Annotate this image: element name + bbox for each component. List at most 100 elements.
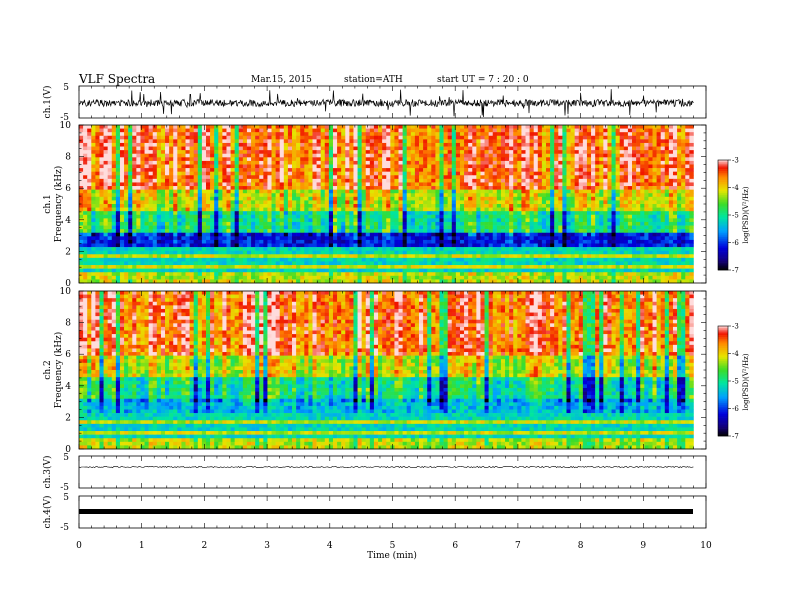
spectrogram-cell [214, 171, 219, 176]
spectrogram-cell [603, 160, 608, 165]
spectrogram-cell [292, 218, 297, 223]
spectrogram-cell [533, 221, 539, 226]
spectrogram-cell [177, 214, 182, 219]
spectrogram-cell [324, 150, 330, 155]
spectrogram-cell [582, 232, 588, 237]
spectrogram-cell [345, 200, 350, 205]
spectrogram-cell [574, 171, 580, 176]
spectrogram-cell [644, 157, 649, 162]
spectrogram-cell [484, 178, 489, 183]
spectrogram-cell [517, 207, 522, 212]
spectrogram-cell [476, 171, 481, 176]
spectrogram-cell [296, 160, 301, 165]
spectrogram-cell [398, 135, 403, 140]
spectrogram-cell [320, 232, 326, 237]
spectrogram-cell [345, 146, 350, 151]
spectrogram-cell [574, 153, 580, 158]
spectrogram-cell [394, 218, 399, 223]
spectrogram-cell [447, 239, 453, 244]
spectrogram-cell [390, 189, 395, 194]
spectrogram-cell [541, 142, 547, 147]
spectrogram-cell [140, 207, 145, 212]
spectrogram-cell [91, 225, 96, 230]
spectrogram-cell [341, 189, 346, 194]
spectrogram-cell [99, 153, 104, 158]
spectrogram-cell [361, 153, 367, 158]
spectrogram-cell [414, 139, 420, 144]
spectrogram-cell [181, 200, 186, 205]
spectrogram-cell [664, 132, 670, 137]
spectrogram-cell [369, 160, 375, 165]
spectrogram-cell [464, 142, 469, 147]
spectrogram-cell [500, 135, 506, 140]
spectrogram-cell [562, 160, 567, 165]
spectrogram-cell [451, 132, 457, 137]
spectrogram-cell [242, 178, 248, 183]
spectrogram-cell [332, 182, 338, 187]
spectrogram-cell [541, 225, 547, 230]
spectrogram-cell [95, 182, 100, 187]
spectrogram-cell [685, 204, 690, 208]
spectrogram-cell [447, 160, 453, 165]
spectrogram-cell [578, 153, 584, 158]
spectrogram-cell [378, 193, 383, 198]
spectrogram-cell [332, 157, 338, 162]
spectrogram-cell [230, 239, 235, 244]
spectrogram-cell [521, 178, 526, 183]
spectrogram-cell [390, 207, 395, 212]
spectrogram-cell [251, 204, 256, 208]
spectrogram-cell [169, 168, 174, 172]
spectrogram-cell [259, 135, 264, 140]
spectrogram-cell [623, 204, 629, 208]
spectrogram-cell [308, 221, 313, 226]
spectrogram-cell [238, 189, 244, 194]
spectrogram-cell [128, 186, 133, 190]
spectrogram-cell [271, 211, 276, 216]
spectrogram-cell [193, 175, 199, 180]
spectrogram-cell [312, 182, 317, 187]
spectrogram-cell [648, 175, 653, 180]
spectrogram-cell [230, 132, 235, 137]
spectrogram-cell [627, 157, 633, 162]
spectrogram-cell [591, 204, 596, 208]
spectrogram-cell [165, 164, 170, 169]
spectrogram-cell [468, 153, 473, 158]
spectrogram-cell [279, 229, 285, 234]
spectrogram-cell [210, 132, 215, 137]
spectrogram-cell [656, 125, 661, 129]
spectrogram-cell [455, 211, 461, 216]
spectrogram-cell [689, 232, 694, 237]
spectrogram-cell [201, 218, 207, 223]
spectrogram-cell [480, 196, 485, 201]
spectrogram-cell [443, 146, 448, 151]
spectrogram-cell [525, 204, 530, 208]
spectrogram-cell [234, 139, 240, 144]
spectrogram-cell [365, 239, 371, 244]
spectrogram-cell [95, 214, 100, 219]
spectrogram-cell [115, 243, 121, 248]
spectrogram-cell [275, 200, 281, 205]
spectrogram-cell [185, 160, 190, 165]
spectrogram-cell [357, 221, 362, 226]
spectrogram-cell [152, 132, 158, 137]
spectrogram-cell [169, 175, 174, 180]
spectrogram-cell [558, 142, 563, 147]
spectrogram-cell [341, 196, 346, 201]
spectrogram-cell [283, 157, 289, 162]
spectrogram-cell [210, 171, 215, 176]
spectrogram-cell [136, 132, 141, 137]
spectrogram-cell [165, 218, 170, 223]
spectrogram-cell [672, 232, 678, 237]
spectrogram-cell [210, 232, 215, 237]
spectrogram-cell [689, 239, 694, 244]
spectrogram-cell [386, 186, 391, 190]
spectrogram-cell [292, 146, 297, 151]
spectrogram-cell [222, 142, 227, 147]
spectrogram-cell [132, 135, 137, 140]
spectrogram-cell [279, 221, 285, 226]
spectrogram-cell [595, 221, 600, 226]
spectrogram-cell [599, 150, 604, 155]
spectrogram-cell [218, 171, 223, 176]
spectrogram-cell [124, 182, 129, 187]
spectrogram-cell [484, 207, 489, 212]
